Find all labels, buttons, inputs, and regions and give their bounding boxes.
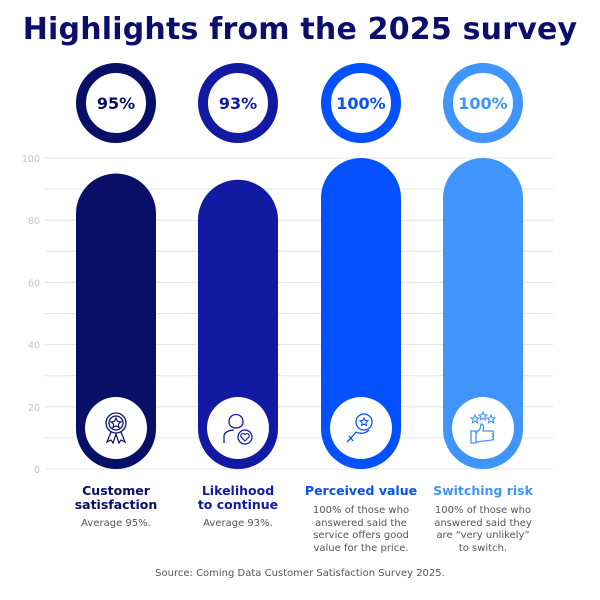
value-ring: 100%: [443, 63, 523, 143]
category-description: 100% of those who answered said the servic…: [312, 505, 410, 554]
category-label: Switching risk: [433, 483, 533, 498]
category-description: Average 93%.: [203, 518, 273, 529]
bar-2: [198, 179, 278, 469]
bar-1: [76, 173, 156, 469]
y-tick-label: 40: [28, 341, 40, 352]
category-label: Customer satisfaction: [74, 483, 158, 512]
hand-star-bulb-icon: [346, 413, 373, 443]
source-note: Source: Coming Data Customer Satisfactio…: [155, 568, 445, 579]
y-tick-label: 100: [22, 154, 40, 165]
icon-circle: [85, 397, 147, 459]
category-label: Perceived value: [304, 483, 418, 498]
value-label: 95%: [96, 93, 136, 113]
y-tick-label: 60: [28, 278, 40, 289]
y-tick-label: 80: [28, 216, 40, 227]
value-ring: 100%: [321, 63, 401, 143]
category-description: Average 95%.: [81, 518, 151, 529]
bar-4: [443, 158, 523, 469]
thumbs-up-stars-icon: [469, 410, 497, 444]
value-label: 100%: [336, 93, 386, 113]
value-ring: 95%: [76, 63, 156, 143]
y-tick-label: 0: [34, 465, 40, 476]
value-ring: 93%: [198, 63, 278, 143]
y-tick-label: 20: [28, 403, 40, 414]
chart-title: Highlights from the 2025 survey: [22, 12, 578, 47]
value-label: 93%: [218, 93, 258, 113]
person-heart-icon: [223, 413, 253, 445]
value-label: 100%: [458, 93, 508, 113]
category-label: Likelihood to continue: [197, 483, 279, 512]
bar-3: [321, 158, 401, 469]
category-description: 100% of those who answered said they are “…: [434, 505, 532, 554]
icon-circle: [330, 397, 392, 459]
award-ribbon-icon: [105, 412, 127, 445]
